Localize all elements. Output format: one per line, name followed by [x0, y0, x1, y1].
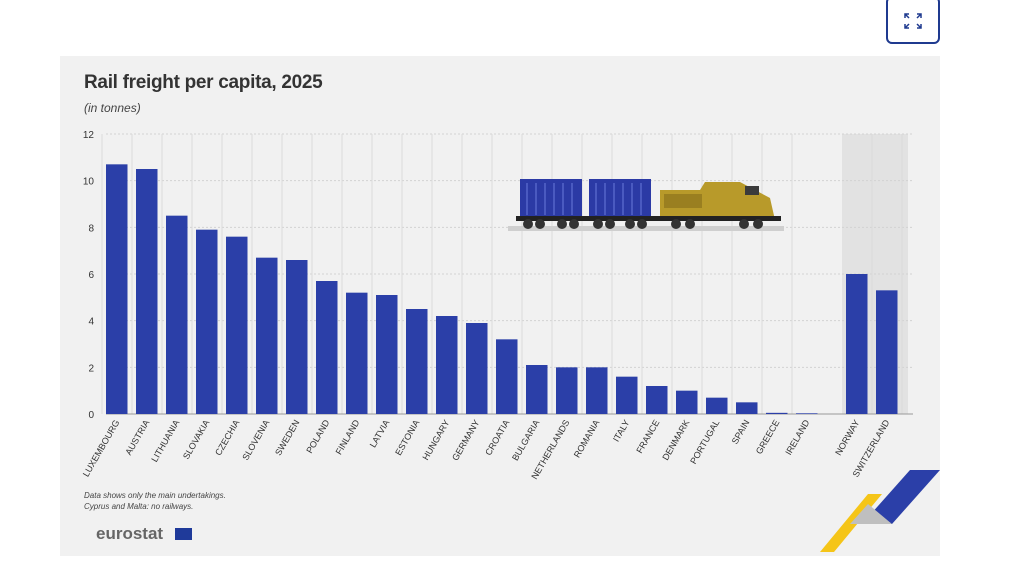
x-tick-label: GERMANY	[450, 418, 481, 462]
x-tick-label: SLOVAKIA	[181, 418, 212, 461]
y-tick-label: 6	[88, 270, 94, 281]
expand-icon	[904, 13, 922, 29]
y-tick-label: 2	[88, 363, 94, 374]
decorative-stripes	[820, 470, 940, 552]
x-tick-label: LITHUANIA	[149, 418, 181, 464]
y-tick-label: 4	[88, 317, 94, 328]
x-tick-label: SPAIN	[730, 418, 752, 446]
bar-czechia	[226, 236, 248, 414]
chart-subtitle: (in tonnes)	[84, 101, 141, 115]
bar-estonia	[406, 309, 428, 414]
bar-italy	[616, 376, 638, 414]
bar-slovakia	[196, 229, 218, 414]
x-tick-label: FINLAND	[334, 418, 362, 457]
x-tick-label: HUNGARY	[420, 418, 451, 462]
bar-bulgaria	[526, 365, 548, 414]
bar-latvia	[376, 295, 398, 414]
bar-germany	[466, 323, 488, 414]
bar-greece	[766, 412, 788, 414]
y-tick-label: 10	[83, 177, 95, 188]
x-tick-label: LATVIA	[368, 418, 392, 449]
x-tick-label: GREECE	[754, 418, 782, 456]
x-tick-label: FRANCE	[634, 418, 661, 455]
expand-button[interactable]	[886, 0, 940, 44]
bar-ireland	[796, 413, 818, 414]
bar-france	[646, 386, 668, 414]
eu-flag-icon	[175, 528, 192, 540]
bar-denmark	[676, 390, 698, 414]
x-tick-label: SWEDEN	[273, 418, 301, 457]
y-tick-label: 8	[88, 223, 94, 234]
note-no-railways: Cyprus and Malta: no railways.	[84, 502, 194, 511]
bar-poland	[316, 281, 338, 414]
bar-sweden	[286, 260, 308, 414]
x-tick-label: BULGARIA	[510, 418, 541, 462]
bar-austria	[136, 169, 158, 414]
chart-title: Rail freight per capita, 2025	[84, 72, 323, 93]
x-tick-label: ROMANIA	[572, 418, 602, 459]
bar-croatia	[496, 339, 518, 414]
x-tick-label: CROATIA	[483, 418, 511, 457]
bar-switzerland	[876, 290, 898, 414]
x-tick-label: CZECHIA	[213, 418, 241, 457]
x-tick-label: SLOVENIA	[240, 418, 271, 462]
bar-lithuania	[166, 215, 188, 414]
bar-slovenia	[256, 257, 278, 414]
note-main-undertakings: Data shows only the main undertakings.	[84, 491, 226, 500]
x-tick-label: ITALY	[611, 418, 632, 444]
x-tick-label: DENMARK	[660, 418, 691, 462]
bar-romania	[586, 367, 608, 414]
x-tick-label: PORTUGAL	[688, 418, 721, 466]
bar-finland	[346, 292, 368, 414]
freight-train-illustration	[508, 179, 784, 231]
eurostat-logo: eurostat	[96, 524, 164, 543]
x-tick-label: IRELAND	[783, 418, 811, 457]
bar-portugal	[706, 397, 728, 414]
x-tick-label: LUXEMBOURG	[81, 418, 122, 478]
x-tick-label: AUSTRIA	[123, 418, 151, 457]
x-tick-label: ESTONIA	[393, 418, 421, 457]
x-tick-label: NORWAY	[833, 418, 861, 457]
bar-luxembourg	[106, 164, 128, 414]
bar-spain	[736, 402, 758, 414]
y-tick-label: 12	[83, 130, 95, 141]
bar-norway	[846, 274, 868, 414]
x-tick-label: POLAND	[304, 418, 331, 455]
bar-netherlands	[556, 367, 578, 414]
y-tick-label: 0	[88, 410, 94, 421]
bar-hungary	[436, 316, 458, 414]
